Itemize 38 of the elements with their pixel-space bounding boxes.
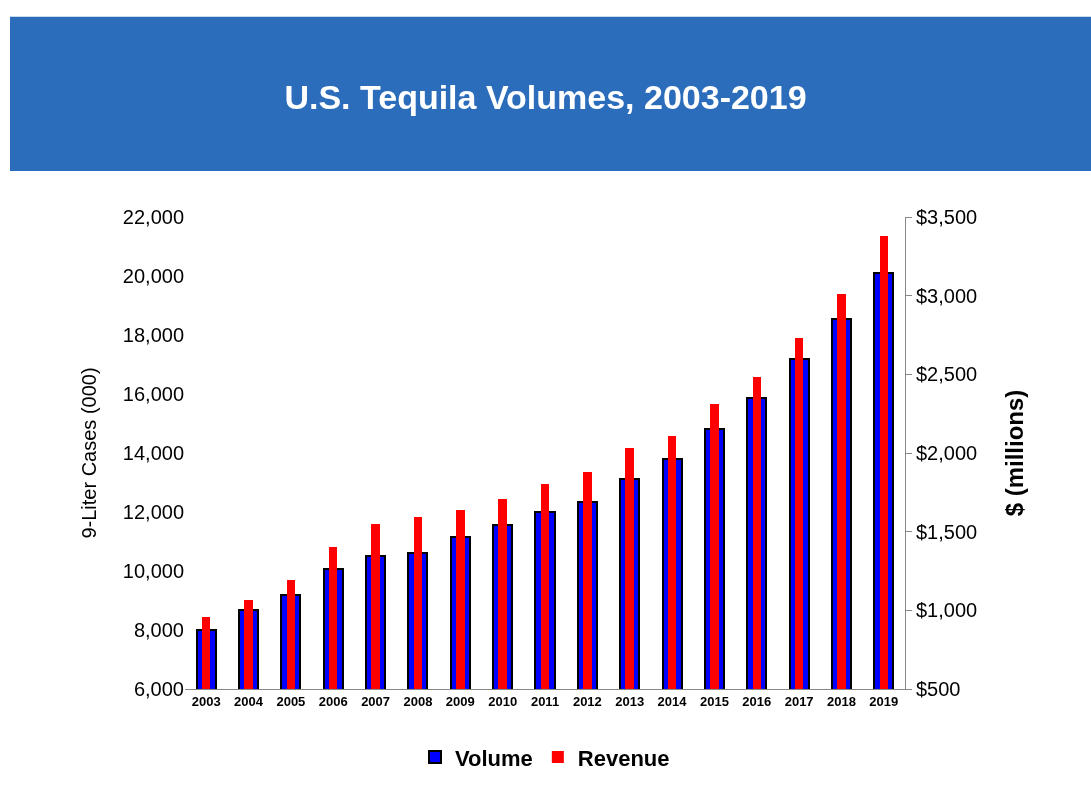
x-tick-label: 2008 xyxy=(403,693,433,709)
y-tick-label: 8,000 xyxy=(133,619,184,641)
y-tick-label: 6,000 xyxy=(133,678,184,700)
y-axis-title: 9-Liter Cases (000) xyxy=(78,367,101,539)
x-tick-label: 2011 xyxy=(530,693,560,709)
x-tick-label: 2013 xyxy=(615,693,645,709)
x-tick-label: 2009 xyxy=(445,693,475,709)
x-tick-label: 2006 xyxy=(318,693,348,709)
x-tick-label: 2007 xyxy=(361,693,391,709)
x-tick-label: 2016 xyxy=(742,693,772,709)
chart-title: U.S. Tequila Volumes, 2003-2019 xyxy=(284,77,807,116)
x-tick-label: 2017 xyxy=(784,693,814,709)
y2-tick-label: $500 xyxy=(916,678,961,700)
x-tick-label: 2004 xyxy=(234,693,264,709)
y2-tick-label: $3,500 xyxy=(916,206,978,228)
x-tick-label: 2003 xyxy=(191,693,221,709)
x-tick-label: 2012 xyxy=(572,693,602,709)
y-tick-label: 16,000 xyxy=(122,383,184,405)
x-tick-label: 2005 xyxy=(276,693,306,709)
y-tick-label: 10,000 xyxy=(122,560,184,582)
y-tick-label: 20,000 xyxy=(122,265,184,287)
y-tick-label: 22,000 xyxy=(122,206,184,228)
x-tick-label: 2014 xyxy=(657,693,688,709)
x-tick-label: 2015 xyxy=(699,693,729,709)
x-tick-label: 2019 xyxy=(869,693,899,709)
x-tick-label: 2018 xyxy=(827,693,856,709)
y-tick-label: 12,000 xyxy=(122,501,184,523)
y2-tick-label: $1,000 xyxy=(916,599,978,622)
y2-tick-label: $1,500 xyxy=(916,520,978,543)
y-tick-label: 18,000 xyxy=(122,324,184,346)
legend-label: Volume xyxy=(455,745,533,771)
y-tick-label: 14,000 xyxy=(122,442,184,464)
x-tick-label: 2010 xyxy=(488,693,518,709)
y2-axis-title: $ (millions) xyxy=(1001,389,1029,517)
y2-tick-label: $2,500 xyxy=(916,363,978,386)
y2-tick-label: $2,000 xyxy=(916,442,978,464)
legend-label: Revenue xyxy=(577,745,670,771)
y2-tick-label: $3,000 xyxy=(916,284,978,307)
